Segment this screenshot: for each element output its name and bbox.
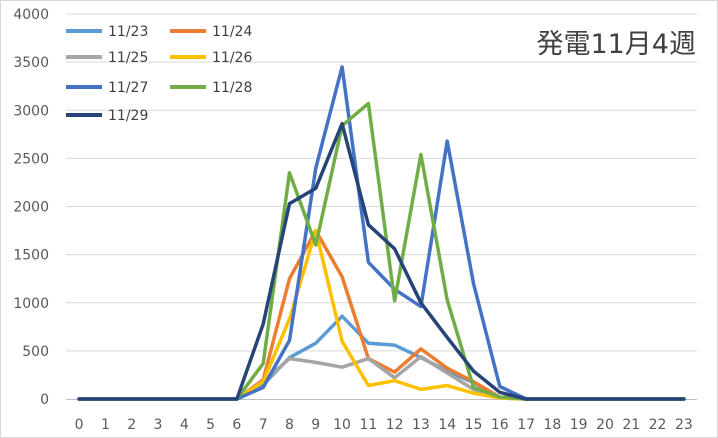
y-tick-label: 4000 [13, 7, 49, 23]
y-tick-label: 500 [22, 344, 49, 360]
x-tick-label: 5 [206, 417, 215, 433]
series-line-11-27 [77, 65, 686, 401]
x-tick-label: 17 [517, 417, 535, 433]
y-tick-label: 3500 [13, 55, 49, 71]
y-tick-label: 3000 [13, 103, 49, 119]
legend-label: 11/23 [108, 24, 148, 40]
x-tick-label: 8 [285, 417, 294, 433]
legend-item: 11/23 [66, 24, 148, 40]
legend-item: 11/26 [170, 50, 252, 66]
y-tick-label: 1500 [13, 248, 49, 264]
legend-label: 11/26 [212, 50, 252, 66]
x-tick-label: 15 [465, 417, 483, 433]
series-line-11-28 [77, 101, 686, 401]
x-tick-label: 11 [359, 417, 377, 433]
x-tick-label: 2 [127, 417, 136, 433]
x-tick-label: 18 [543, 417, 561, 433]
y-tick-label: 0 [40, 392, 49, 408]
x-tick-label: 21 [622, 417, 640, 433]
x-tick-label: 9 [311, 417, 320, 433]
chart-title: 発電11月4週 [536, 29, 696, 60]
legend-item: 11/27 [66, 80, 148, 96]
x-tick-label: 1 [101, 417, 110, 433]
legend-label: 11/29 [108, 108, 148, 124]
y-tick-label: 2500 [13, 151, 49, 167]
series-line-11-29 [77, 121, 686, 401]
x-tick-label: 6 [232, 417, 241, 433]
legend-label: 11/24 [212, 24, 252, 40]
series-line-11-24 [77, 228, 686, 401]
x-tick-label: 13 [412, 417, 430, 433]
series-line-11-23 [77, 314, 686, 401]
x-tick-label: 3 [154, 417, 163, 433]
x-tick-label: 7 [259, 417, 268, 433]
series-line-11-26 [77, 228, 686, 401]
legend-item: 11/29 [66, 108, 148, 124]
x-tick-label: 20 [596, 417, 614, 433]
legend-label: 11/28 [212, 80, 252, 96]
grid [66, 13, 697, 352]
legend-item: 11/28 [170, 80, 252, 96]
legend-item: 11/24 [170, 24, 252, 40]
x-tick-label: 10 [333, 417, 351, 433]
x-tick-label: 0 [75, 417, 84, 433]
x-tick-label: 12 [386, 417, 404, 433]
x-tick-label: 22 [649, 417, 667, 433]
x-tick-label: 19 [570, 417, 588, 433]
x-tick-label: 4 [180, 417, 189, 433]
y-tick-label: 1000 [13, 296, 49, 312]
series-line-11-25 [77, 354, 686, 401]
legend-item: 11/25 [66, 50, 148, 66]
x-tick-label: 16 [491, 417, 509, 433]
series [77, 65, 686, 401]
x-tick-label: 23 [675, 417, 693, 433]
y-tick-label: 2000 [13, 200, 49, 216]
legend-label: 11/25 [108, 50, 148, 66]
legend-label: 11/27 [108, 80, 148, 96]
legend: 11/23 11/24 11/25 11/26 11/27 11/28 11/29 [66, 24, 252, 124]
x-tick-label: 14 [438, 417, 456, 433]
